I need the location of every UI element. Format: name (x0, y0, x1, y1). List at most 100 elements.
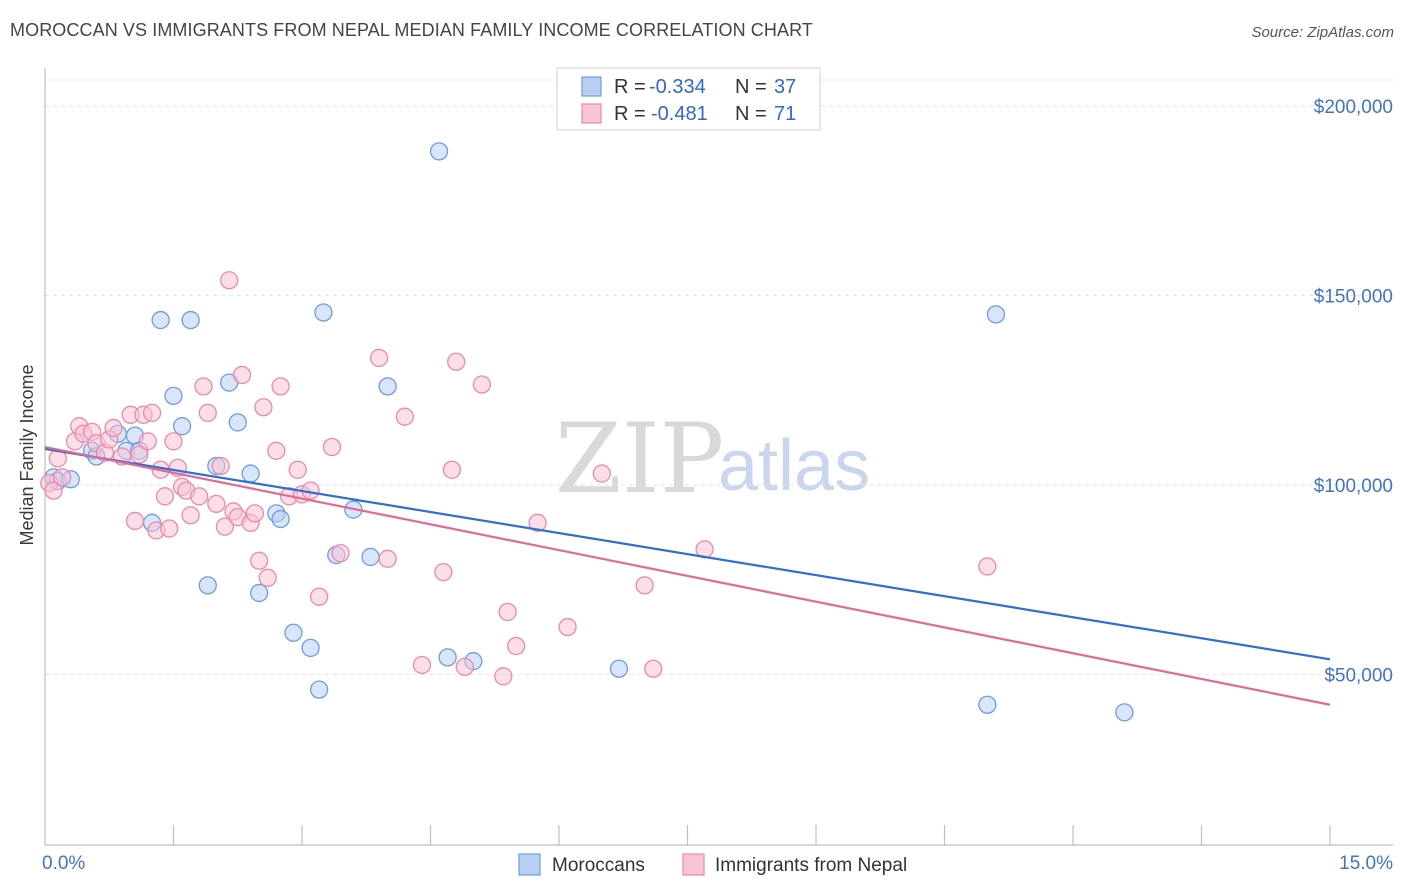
point-nepal (592, 464, 611, 483)
point-moroccans (301, 638, 320, 658)
point-moroccans (284, 623, 303, 642)
point-nepal (378, 549, 397, 568)
point-moroccans (1115, 703, 1134, 722)
y-tick-label: $100,000 (1314, 476, 1393, 497)
point-moroccans (314, 303, 333, 322)
point-moroccans (151, 310, 170, 330)
point-moroccans (609, 659, 629, 678)
stats-r-value-moroccans: -0.334 (649, 76, 706, 98)
stats-legend-swatch-nepal (581, 103, 602, 124)
stats-legend: R = -0.334 N = 37 R = -0.481 N = 71 (556, 67, 821, 131)
stats-n-value-nepal: 71 (774, 103, 796, 125)
point-nepal (258, 568, 277, 587)
point-nepal (190, 487, 209, 506)
trend-lines (44, 445, 1331, 706)
trend-line-moroccans (44, 447, 1331, 661)
point-nepal (369, 348, 389, 368)
point-nepal (498, 602, 517, 622)
point-moroccans (164, 386, 183, 406)
point-nepal (558, 617, 577, 637)
point-nepal (142, 403, 162, 423)
point-nepal (215, 517, 235, 536)
point-moroccans (198, 576, 217, 595)
point-moroccans (309, 680, 329, 699)
point-nepal (288, 460, 307, 479)
chart-title: MOROCCAN VS IMMIGRANTS FROM NEPAL MEDIAN… (10, 20, 813, 40)
point-nepal (455, 657, 474, 677)
point-moroccans (172, 417, 192, 436)
point-nepal (309, 587, 329, 606)
stats-n-label-moroccans: N = (735, 76, 767, 98)
y-tick-label: $50,000 (1324, 665, 1393, 686)
legend-label-nepal: Immigrants from Nepal (715, 855, 907, 876)
point-moroccans (241, 464, 260, 483)
point-nepal (181, 506, 200, 525)
point-nepal (125, 511, 145, 531)
point-nepal (250, 551, 269, 570)
legend-swatch-nepal (682, 853, 705, 876)
point-nepal (254, 398, 273, 417)
point-nepal (494, 667, 513, 686)
point-nepal (232, 365, 252, 385)
point-moroccans (181, 310, 200, 330)
point-moroccans (250, 583, 269, 603)
point-nepal (978, 557, 997, 576)
watermark-atlas: atlas (718, 426, 870, 506)
point-nepal (194, 377, 213, 396)
point-nepal (155, 487, 175, 506)
point-nepal (160, 519, 179, 538)
point-moroccans (429, 142, 449, 161)
stats-n-label-nepal: N = (735, 103, 767, 125)
point-nepal (395, 407, 414, 426)
y-tick-label: $150,000 (1314, 286, 1393, 307)
x-tick-label-max: 15.0% (1339, 853, 1393, 874)
point-nepal (472, 375, 492, 394)
point-nepal (331, 544, 350, 563)
axes (44, 68, 1393, 846)
point-nepal (164, 432, 183, 451)
legend-label-moroccans: Moroccans (552, 855, 645, 876)
point-nepal (211, 456, 230, 476)
point-nepal (245, 504, 265, 523)
x-tick-label-min: 0.0% (42, 853, 85, 874)
point-nepal (44, 481, 63, 500)
point-nepal (644, 659, 663, 678)
point-nepal (528, 513, 547, 532)
point-nepal (271, 377, 290, 396)
point-moroccans (361, 547, 380, 567)
point-nepal (322, 437, 342, 457)
y-axis-label: Median Family Income (17, 364, 37, 545)
point-nepal (52, 468, 72, 487)
stats-legend-swatch-moroccans (581, 76, 602, 97)
stats-r-label-moroccans: R = (614, 76, 646, 98)
point-nepal (220, 271, 239, 290)
point-nepal (138, 432, 157, 451)
point-nepal (635, 576, 654, 595)
point-nepal (434, 562, 453, 582)
point-moroccans (438, 648, 457, 667)
point-nepal (130, 445, 149, 464)
point-nepal (442, 460, 462, 479)
legend-swatch-moroccans (518, 853, 541, 876)
point-moroccans (978, 695, 997, 714)
point-moroccans (271, 509, 290, 529)
series-nepal-points (40, 271, 997, 686)
point-nepal (104, 418, 123, 438)
stats-r-value-nepal: -0.481 (651, 103, 708, 125)
point-nepal (412, 655, 432, 675)
point-nepal (507, 636, 526, 656)
point-moroccans (378, 377, 397, 396)
point-moroccans (228, 413, 247, 432)
trend-line-nepal (44, 445, 1331, 706)
point-nepal (198, 403, 217, 423)
stats-n-value-moroccans: 37 (774, 76, 796, 98)
point-nepal (267, 441, 286, 460)
point-moroccans (986, 305, 1006, 324)
point-nepal (447, 352, 466, 371)
bottom-legend: Moroccans Immigrants from Nepal (518, 853, 907, 876)
watermark-zip: ZIP (555, 403, 724, 515)
stats-r-label-nepal: R = (614, 103, 646, 125)
point-nepal (207, 494, 226, 514)
y-tick-label: $200,000 (1314, 97, 1393, 118)
